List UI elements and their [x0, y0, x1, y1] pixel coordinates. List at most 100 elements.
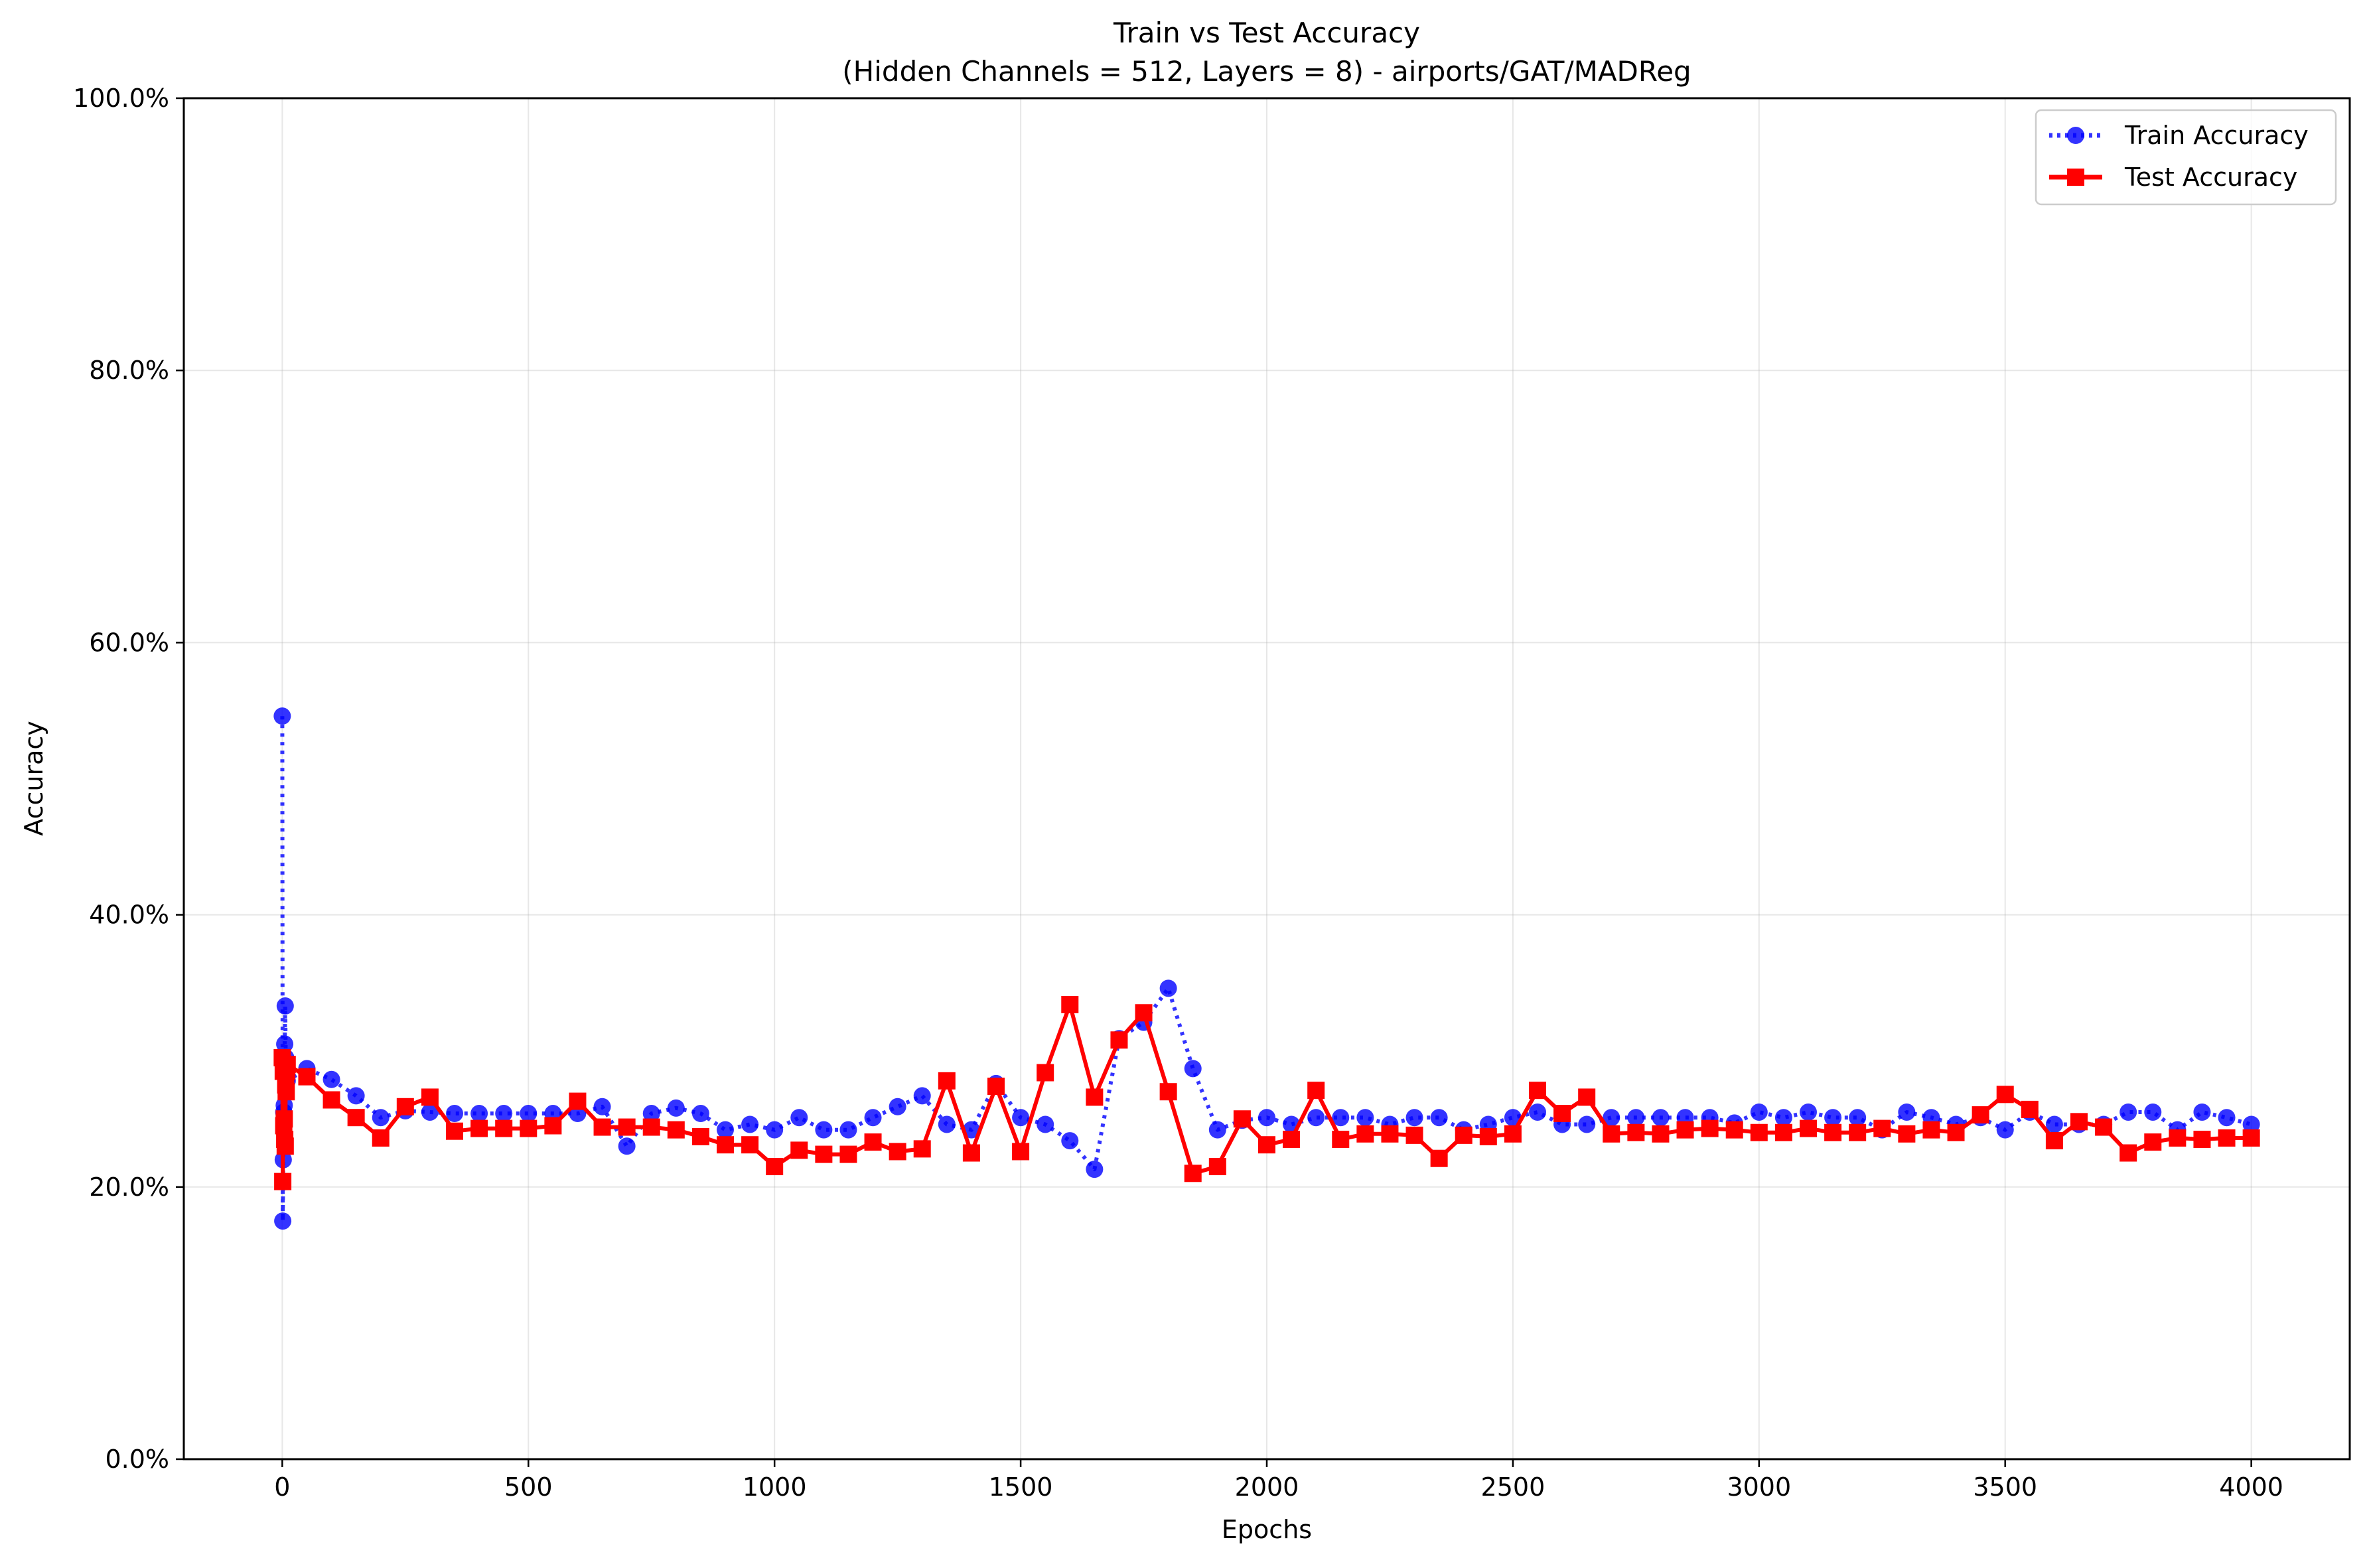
test-accuracy-point	[278, 1056, 296, 1074]
train-accuracy-point	[642, 1105, 660, 1123]
test-accuracy-point	[1652, 1125, 1670, 1143]
train-accuracy-point	[839, 1121, 857, 1139]
test-accuracy-point	[1898, 1125, 1916, 1143]
test-accuracy-point	[1332, 1131, 1350, 1149]
train-accuracy-point	[347, 1087, 365, 1105]
y-tick-label: 20.0%	[89, 1173, 169, 1202]
test-accuracy-point	[1947, 1123, 1965, 1141]
test-accuracy-point	[593, 1118, 611, 1136]
test-accuracy-point	[569, 1092, 587, 1110]
train-accuracy-point	[790, 1109, 808, 1127]
train-accuracy-point	[446, 1105, 463, 1123]
test-accuracy-point	[790, 1141, 808, 1159]
chart-subtitle: (Hidden Channels = 512, Layers = 8) - ai…	[842, 55, 1691, 88]
train-accuracy-point	[1086, 1161, 1104, 1178]
y-axis-label: Accuracy	[19, 721, 48, 836]
train-accuracy-point	[323, 1070, 340, 1088]
train-accuracy-point	[2218, 1109, 2236, 1127]
test-accuracy-point	[766, 1158, 784, 1176]
train-accuracy-point	[691, 1105, 709, 1123]
test-accuracy-point	[1627, 1123, 1645, 1141]
legend: Train Accuracy Test Accuracy	[2035, 109, 2337, 206]
test-accuracy-point	[1430, 1149, 1448, 1167]
test-accuracy-point	[1233, 1110, 1251, 1128]
train-accuracy-point	[618, 1137, 636, 1155]
train-accuracy-point	[274, 1212, 292, 1230]
test-accuracy-point	[1996, 1086, 2014, 1104]
test-accuracy-series	[273, 995, 2260, 1190]
legend-train-label: Train Accuracy	[2124, 121, 2309, 150]
train-accuracy-point	[1996, 1121, 2014, 1139]
test-accuracy-point	[1603, 1125, 1620, 1143]
test-accuracy-point	[1086, 1088, 1104, 1106]
test-accuracy-point	[2218, 1129, 2236, 1147]
train-accuracy-point	[1012, 1109, 1030, 1127]
test-accuracy-point	[520, 1119, 538, 1137]
test-accuracy-point	[1578, 1088, 1596, 1106]
test-accuracy-point	[1307, 1082, 1325, 1100]
train-accuracy-point	[470, 1105, 488, 1123]
test-accuracy-point	[1701, 1119, 1719, 1137]
train-accuracy-point	[1356, 1109, 1374, 1127]
test-accuracy-point	[2021, 1100, 2039, 1118]
test-accuracy-point	[2070, 1113, 2088, 1131]
y-tick-label: 60.0%	[89, 628, 169, 657]
test-accuracy-point	[1504, 1125, 1522, 1143]
y-tick-label: 80.0%	[89, 356, 169, 385]
train-accuracy-point	[520, 1105, 538, 1123]
test-accuracy-point	[1774, 1123, 1792, 1141]
train-accuracy-point	[1849, 1109, 1867, 1127]
test-accuracy-point	[962, 1144, 980, 1162]
test-accuracy-point	[276, 1137, 294, 1155]
legend-test-marker	[2067, 169, 2084, 186]
y-tick-label: 100.0%	[73, 84, 169, 113]
test-accuracy-point	[1381, 1125, 1399, 1143]
train-accuracy-point	[1898, 1103, 1916, 1121]
train-accuracy-point	[815, 1121, 833, 1139]
test-accuracy-point	[470, 1119, 488, 1137]
train-accuracy-point	[938, 1115, 956, 1133]
test-accuracy-point	[987, 1078, 1005, 1096]
test-accuracy-point	[446, 1122, 463, 1140]
test-accuracy-point	[618, 1118, 636, 1136]
train-accuracy-point	[2119, 1103, 2137, 1121]
test-accuracy-point	[396, 1098, 414, 1115]
test-accuracy-point	[1824, 1123, 1842, 1141]
train-accuracy-point	[962, 1121, 980, 1139]
test-accuracy-point	[1135, 1004, 1153, 1022]
test-accuracy-point	[1061, 995, 1079, 1013]
test-accuracy-point	[741, 1136, 759, 1154]
test-accuracy-point	[1283, 1131, 1301, 1149]
train-accuracy-point	[667, 1099, 685, 1117]
y-tick-label: 0.0%	[105, 1445, 169, 1474]
test-accuracy-point	[298, 1068, 316, 1086]
train-accuracy-point	[1824, 1109, 1842, 1127]
train-accuracy-point	[2242, 1115, 2260, 1133]
test-accuracy-point	[938, 1072, 956, 1090]
test-accuracy-point	[544, 1117, 562, 1135]
test-accuracy-point	[1800, 1119, 1817, 1137]
train-accuracy-point	[1332, 1109, 1350, 1127]
train-accuracy-point	[2144, 1103, 2162, 1121]
test-accuracy-point	[1922, 1121, 1940, 1139]
chart-title: Train vs Test Accuracy	[1113, 17, 1420, 49]
train-accuracy-point	[1061, 1132, 1079, 1150]
test-accuracy-point	[2169, 1129, 2187, 1147]
test-accuracy-point	[1159, 1083, 1177, 1101]
y-tick-label: 40.0%	[89, 900, 169, 930]
train-accuracy-point	[889, 1098, 906, 1115]
test-accuracy-point	[2045, 1132, 2063, 1150]
test-accuracy-point	[1849, 1123, 1867, 1141]
test-accuracy-point	[889, 1143, 906, 1161]
train-accuracy-point	[1504, 1109, 1522, 1127]
test-accuracy-point	[1012, 1143, 1030, 1161]
test-accuracy-point	[1208, 1158, 1226, 1176]
test-accuracy-point	[1110, 1031, 1128, 1049]
test-accuracy-point	[1258, 1136, 1275, 1154]
x-tick-label: 3500	[1973, 1472, 2037, 1502]
train-accuracy-point	[2193, 1103, 2211, 1121]
test-accuracy-point	[274, 1173, 292, 1190]
train-accuracy-point	[913, 1087, 931, 1105]
test-accuracy-point	[1553, 1105, 1571, 1123]
